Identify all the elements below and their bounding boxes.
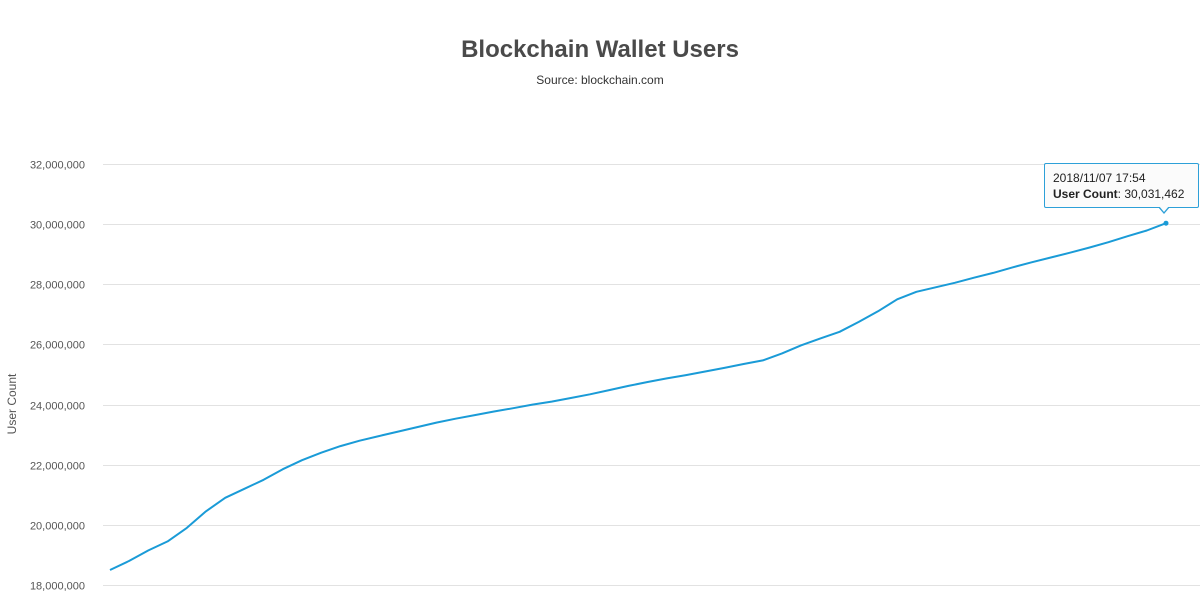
series-line <box>109 222 1167 571</box>
chart-subtitle: Source: blockchain.com <box>536 73 664 87</box>
y-axis-ticks: 18,000,000 20,000,000 22,000,000 24,000,000… <box>30 160 85 593</box>
y-tick-label: 24,000,000 <box>30 401 85 413</box>
gridlines <box>103 164 1200 586</box>
tooltip-value: 30,031,462 <box>1124 187 1185 201</box>
hovered-data-point[interactable] <box>1163 220 1169 226</box>
tooltip-label: User Count <box>1053 187 1118 201</box>
data-tooltip: 2018/11/07 17:54 User Count: 30,031,462 <box>1044 163 1199 208</box>
y-axis-title: User Count <box>5 373 19 434</box>
y-tick-label: 32,000,000 <box>30 160 85 172</box>
y-tick-label: 30,000,000 <box>30 220 85 232</box>
y-tick-label: 18,000,000 <box>30 581 85 593</box>
y-tick-label: 20,000,000 <box>30 521 85 533</box>
tooltip-date: 2018/11/07 17:54 <box>1053 171 1146 185</box>
tooltip-pointer-fill <box>1159 206 1169 212</box>
y-tick-label: 28,000,000 <box>30 280 85 292</box>
y-tick-label: 26,000,000 <box>30 340 85 352</box>
series-layer <box>109 220 1169 571</box>
chart-title: Blockchain Wallet Users <box>461 36 739 63</box>
y-tick-label: 22,000,000 <box>30 461 85 473</box>
